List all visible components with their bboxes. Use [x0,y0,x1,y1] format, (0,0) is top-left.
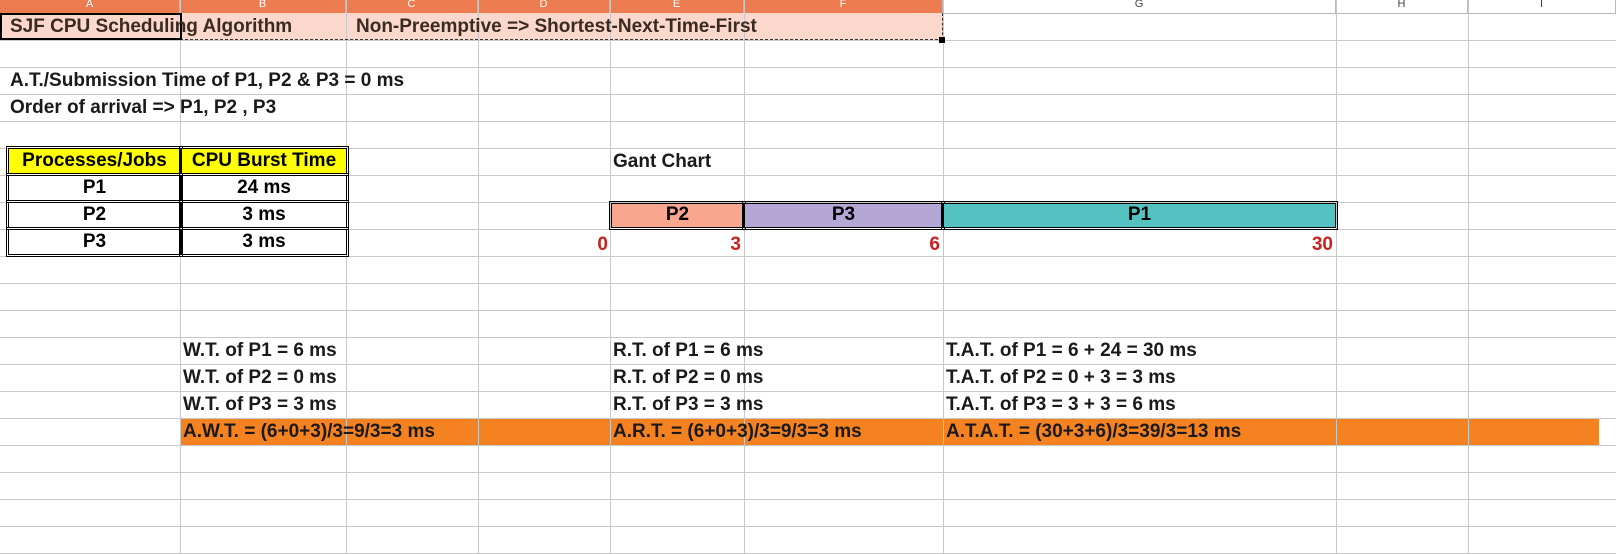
gantt-segment-p1[interactable]: P1 [941,201,1338,230]
gantt-title[interactable]: Gant Chart [613,151,712,172]
active-cell-a1[interactable] [0,13,182,40]
title-cell[interactable]: SJF CPU Scheduling Algorithm [10,16,293,37]
wt-p1-cell[interactable]: W.T. of P1 = 6 ms [183,340,337,361]
average-waiting-time-cell[interactable]: A.W.T. = (6+0+3)/3=9/3=3 ms [183,421,435,442]
selection-fill-handle[interactable] [939,37,945,43]
table-header-burst-time[interactable]: CPU Burst Time [179,146,349,176]
arrival-order-cell[interactable]: Order of arrival => P1, P2 , P3 [10,97,277,118]
column-header-b[interactable]: B [180,0,346,13]
gantt-segment-p3[interactable]: P3 [742,201,945,230]
column-header-c[interactable]: C [346,0,478,13]
table-row-p3-burst[interactable]: 3 ms [179,227,349,257]
tat-p3-cell[interactable]: T.A.T. of P3 = 3 + 3 = 6 ms [946,394,1176,415]
wt-p2-cell[interactable]: W.T. of P2 = 0 ms [183,367,337,388]
column-header-d[interactable]: D [478,0,610,13]
gantt-tick-6[interactable]: 6 [929,234,940,255]
rt-p1-cell[interactable]: R.T. of P1 = 6 ms [613,340,764,361]
column-header-a[interactable]: A [0,0,180,13]
column-header-g[interactable]: G [943,0,1336,13]
title-row-fill [0,13,943,40]
averages-row-fill [180,418,1599,445]
column-header-i[interactable]: I [1468,0,1616,13]
table-row-p2-burst[interactable]: 3 ms [179,200,349,230]
table-row-p1-process[interactable]: P1 [6,173,183,203]
tat-p2-cell[interactable]: T.A.T. of P2 = 0 + 3 = 3 ms [946,367,1176,388]
table-row-p1-burst[interactable]: 24 ms [179,173,349,203]
rt-p3-cell[interactable]: R.T. of P3 = 3 ms [613,394,764,415]
arrival-time-cell[interactable]: A.T./Submission Time of P1, P2 & P3 = 0 … [10,70,405,91]
column-header-f[interactable]: F [744,0,943,13]
table-header-processes[interactable]: Processes/Jobs [6,146,183,176]
wt-p3-cell[interactable]: W.T. of P3 = 3 ms [183,394,337,415]
algorithm-type-cell[interactable]: Non-Preemptive => Shortest-Next-Time-Fir… [356,16,757,37]
table-row-p2-process[interactable]: P2 [6,200,183,230]
column-header-h[interactable]: H [1336,0,1468,13]
gantt-tick-0[interactable]: 0 [597,234,608,255]
gantt-segment-p2[interactable]: P2 [609,201,746,230]
average-response-time-cell[interactable]: A.R.T. = (6+0+3)/3=9/3=3 ms [613,421,862,442]
average-turnaround-time-cell[interactable]: A.T.A.T. = (30+3+6)/3=39/3=13 ms [946,421,1242,442]
gantt-tick-3[interactable]: 3 [730,234,741,255]
tat-p1-cell[interactable]: T.A.T. of P1 = 6 + 24 = 30 ms [946,340,1197,361]
column-header-e[interactable]: E [610,0,744,13]
rt-p2-cell[interactable]: R.T. of P2 = 0 ms [613,367,764,388]
gantt-tick-30[interactable]: 30 [1311,234,1333,255]
table-row-p3-process[interactable]: P3 [6,227,183,257]
